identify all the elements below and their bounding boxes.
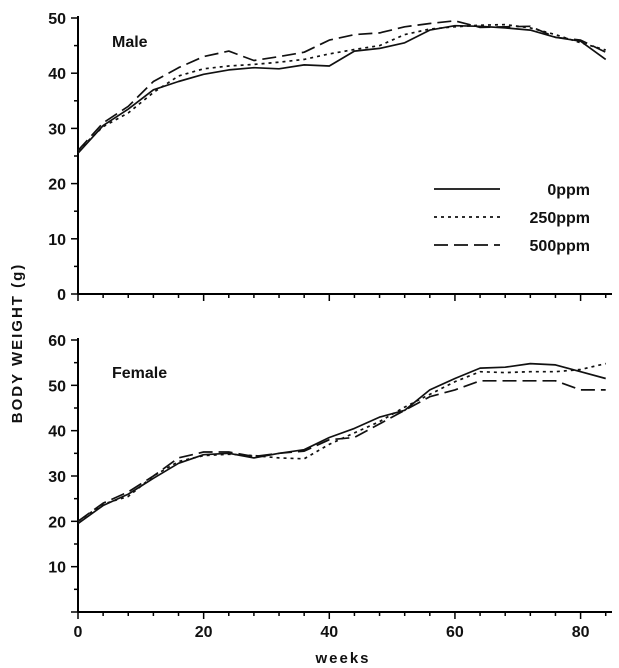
- y-axis-title: BODY WEIGHT (g): [9, 263, 26, 424]
- legend: 0ppm 250ppm 500ppm: [434, 182, 590, 255]
- female-x-tick-label: 0: [74, 624, 83, 641]
- male-series-250ppm-line: [77, 23, 606, 152]
- female-series-250ppm-line: [77, 362, 606, 523]
- female-x-tick-label: 40: [320, 624, 338, 641]
- male-y-tick-label: 50: [48, 11, 66, 28]
- female-series-500ppm-line: [77, 379, 606, 522]
- male-y-tick-label: 20: [48, 177, 66, 194]
- female-y-tick-label: 10: [48, 560, 66, 577]
- legend-label-0ppm: 0ppm: [547, 182, 590, 199]
- legend-label-500ppm: 500ppm: [530, 238, 590, 255]
- male-y-tick-label: 30: [48, 121, 66, 138]
- female-y-tick-label: 20: [48, 514, 66, 531]
- female-y-tick-label: 40: [48, 424, 66, 441]
- female-y-tick-label: 60: [48, 333, 66, 350]
- legend-label-250ppm: 250ppm: [530, 210, 590, 227]
- female-y-tick-label: 50: [48, 378, 66, 395]
- female-x-tick-label: 60: [446, 624, 464, 641]
- x-axis-title: weeks: [314, 650, 370, 667]
- female-panel: 10 20 30 40 50 60 0 20 40 60 80 Female: [48, 333, 612, 641]
- male-panel-label: Male: [112, 34, 148, 51]
- male-y-tick-label: 10: [48, 232, 66, 249]
- male-y-tick-label: 40: [48, 66, 66, 83]
- male-series-500ppm-line: [77, 19, 607, 152]
- male-series-0ppm-line: [77, 24, 607, 154]
- female-panel-label: Female: [112, 365, 167, 382]
- male-panel: 0 10 20 30 40 50 Male: [48, 11, 612, 304]
- female-y-tick-label: 30: [48, 469, 66, 486]
- female-series-0ppm-line: [77, 362, 606, 525]
- female-x-tick-label: 20: [195, 624, 213, 641]
- female-x-tick-label: 80: [572, 624, 590, 641]
- male-y-tick-label: 0: [57, 287, 66, 304]
